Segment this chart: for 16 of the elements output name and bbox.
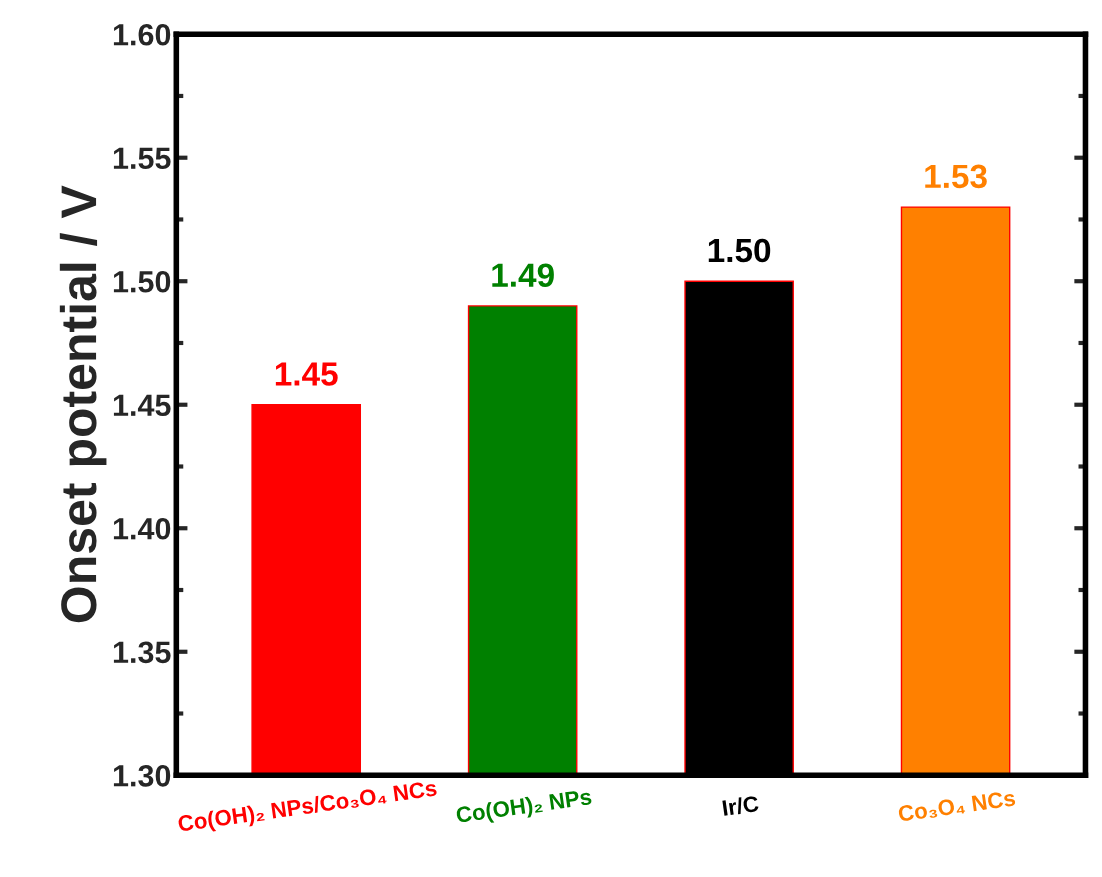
text: 1.35 bbox=[113, 641, 171, 664]
x-tick-label: Co(OH)₂ NPs/Co₃O₄ NCs bbox=[177, 779, 438, 837]
data-label: 1.50 bbox=[708, 238, 771, 263]
data-label: 1.53 bbox=[925, 164, 987, 189]
x-tick-label: Co(OH)₂ NPs bbox=[455, 788, 593, 828]
x-tick-label: Co₃O₄ NCs bbox=[897, 789, 1016, 823]
text: 1.55 bbox=[113, 147, 171, 170]
data-label: 1.49 bbox=[492, 263, 554, 287]
text: 1.40 bbox=[113, 517, 171, 540]
text: 1.30 bbox=[113, 765, 171, 787]
y-axis-title: Onset potential / V bbox=[59, 185, 107, 623]
text: 1.60 bbox=[113, 23, 171, 46]
text: 1.45 bbox=[113, 394, 171, 417]
x-tick-label: Ir/C bbox=[722, 795, 760, 817]
text: 1.50 bbox=[113, 270, 171, 293]
data-label: 1.45 bbox=[275, 362, 338, 386]
